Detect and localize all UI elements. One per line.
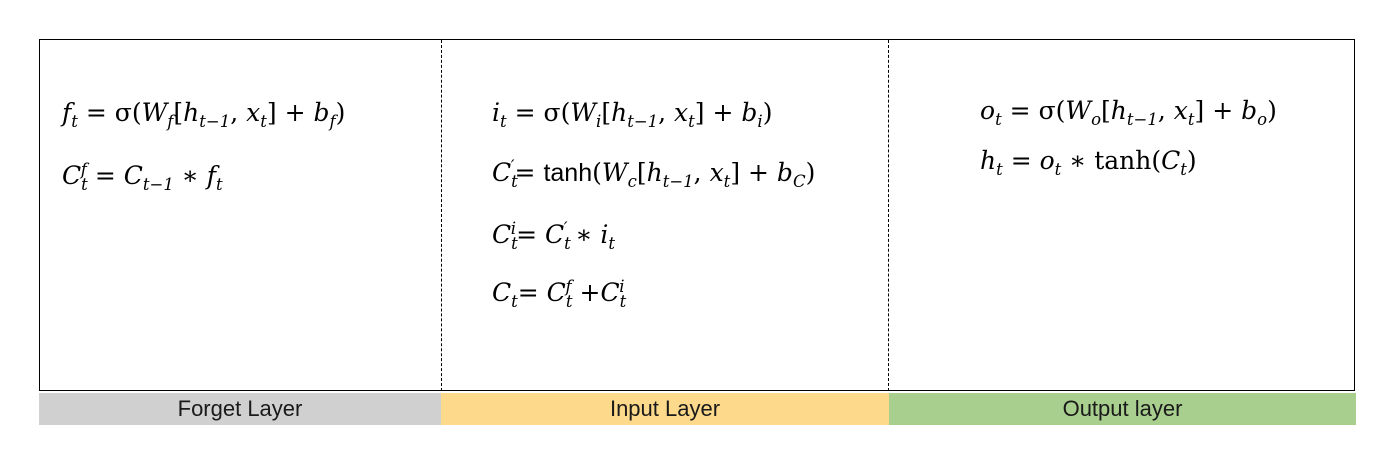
forget-layer-label: Forget Layer (39, 393, 441, 425)
cell-state-equation: Ct= Ctf +Cti (492, 276, 627, 311)
input-layer-label: Input Layer (441, 393, 889, 425)
input-gate-equation: it = σ(Wi[ht−1, xt] + bi) (492, 98, 773, 131)
output-gate-equation: ot = σ(Wo[ht−1, xt] + bo) (980, 96, 1277, 129)
diagram-frame (39, 39, 1355, 391)
hidden-state-equation: ht = ot ∗ tanh(Ct) (980, 146, 1197, 179)
input-cell-equation: Cti= Ct′ ∗ it (492, 218, 616, 253)
forget-cell-equation: Ctf = Ct−1 ∗ ft (62, 159, 223, 194)
output-layer-label: Output layer (889, 393, 1356, 425)
divider-input-output (888, 40, 889, 391)
divider-forget-input (441, 40, 442, 391)
forget-gate-equation: ft = σ(Wf[ht−1, xt] + bf) (62, 98, 346, 131)
candidate-cell-equation: Ct′= tanh(Wc[ht−1, xt] + bC) (492, 156, 816, 191)
